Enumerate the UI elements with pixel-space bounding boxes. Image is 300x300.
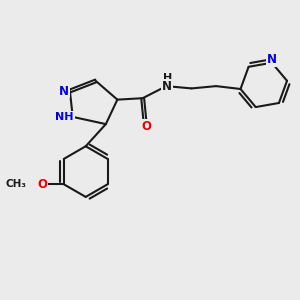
Text: N: N bbox=[59, 85, 69, 98]
Text: H: H bbox=[163, 73, 172, 83]
Text: NH: NH bbox=[56, 112, 74, 122]
Text: O: O bbox=[37, 178, 47, 191]
Text: N: N bbox=[267, 53, 277, 66]
Text: N: N bbox=[162, 80, 172, 93]
Text: CH₃: CH₃ bbox=[5, 179, 26, 189]
Text: O: O bbox=[141, 120, 152, 133]
